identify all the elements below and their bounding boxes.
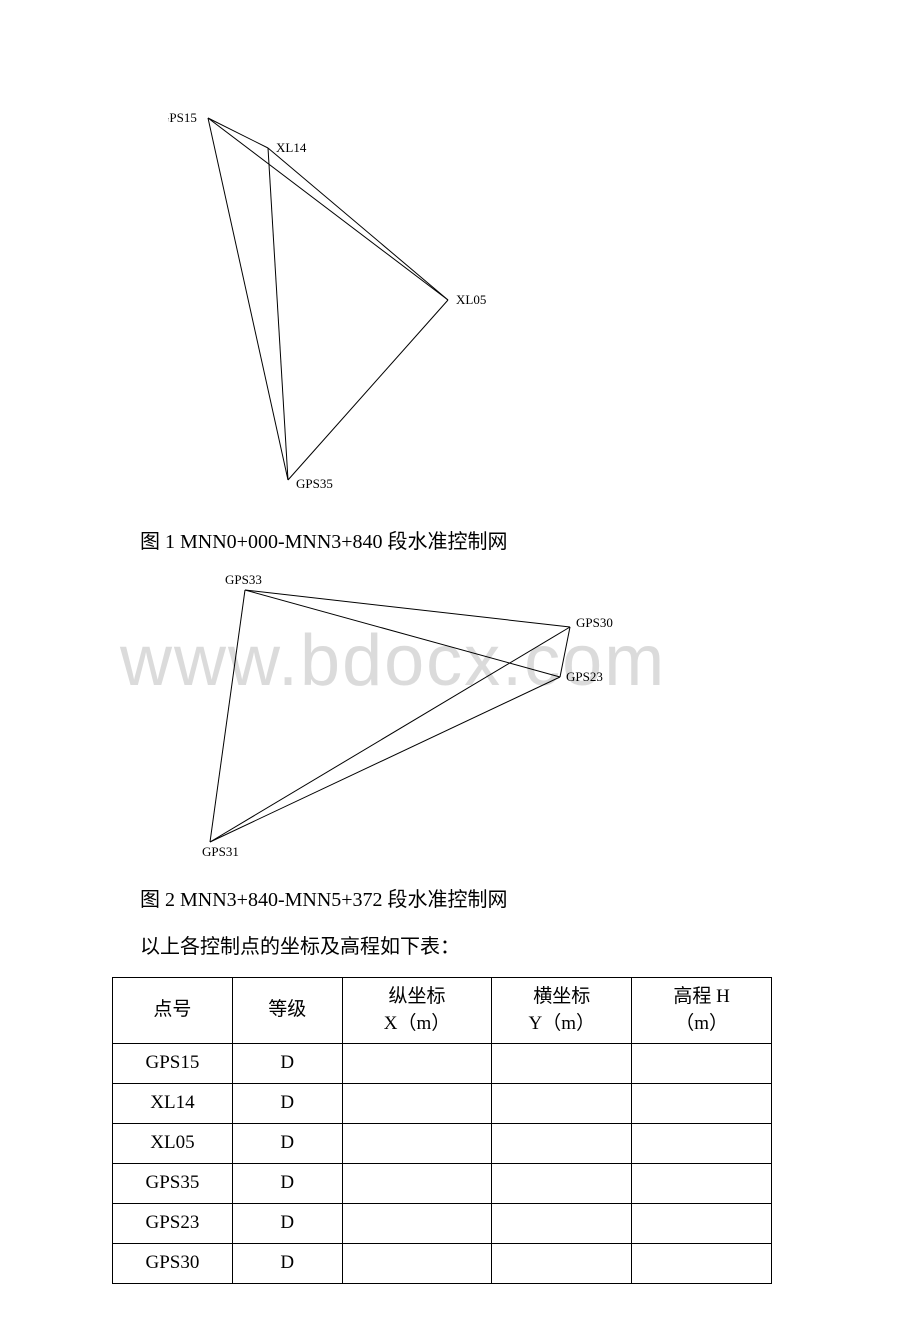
- table-cell: [632, 1084, 772, 1124]
- svg-text:GPS31: GPS31: [202, 844, 239, 859]
- table-cell: D: [232, 1124, 342, 1164]
- col-x: 纵坐标 X（m）: [342, 978, 492, 1044]
- table-cell: [342, 1084, 492, 1124]
- table-cell: D: [232, 1244, 342, 1284]
- col-h: 高程 H （m）: [632, 978, 772, 1044]
- table-cell: D: [232, 1044, 342, 1084]
- table-cell: [632, 1164, 772, 1204]
- control-points-table: 点号 等级 纵坐标 X（m） 横坐标 Y（m） 高程 H （m） GPS15DX…: [112, 977, 772, 1284]
- table-cell: D: [232, 1204, 342, 1244]
- table-cell: [342, 1124, 492, 1164]
- table-cell: [342, 1164, 492, 1204]
- network-diagram-1: GPS15 XL14 XL05 GPS35: [168, 100, 508, 500]
- table-header-row: 点号 等级 纵坐标 X（m） 横坐标 Y（m） 高程 H （m）: [113, 978, 772, 1044]
- table-cell: D: [232, 1164, 342, 1204]
- table-cell: GPS23: [113, 1204, 233, 1244]
- table-cell: [632, 1124, 772, 1164]
- table-cell: [492, 1244, 632, 1284]
- col-y: 横坐标 Y（m）: [492, 978, 632, 1044]
- table-cell: D: [232, 1084, 342, 1124]
- table-cell: [492, 1084, 632, 1124]
- table-cell: XL14: [113, 1084, 233, 1124]
- caption-2: 图 2 MNN3+840-MNN5+372 段水准控制网: [140, 883, 820, 912]
- svg-text:GPS33: GPS33: [225, 572, 262, 587]
- table-intro-text: 以上各控制点的坐标及高程如下表：: [140, 930, 820, 959]
- svg-text:GPS23: GPS23: [566, 669, 603, 684]
- table-row: GPS35D: [113, 1164, 772, 1204]
- diagram-1: GPS15 XL14 XL05 GPS35: [168, 100, 820, 505]
- table-cell: [492, 1204, 632, 1244]
- table-row: GPS15D: [113, 1044, 772, 1084]
- svg-text:GPS30: GPS30: [576, 615, 613, 630]
- table-row: GPS30D: [113, 1244, 772, 1284]
- table-cell: [342, 1044, 492, 1084]
- table-cell: [342, 1204, 492, 1244]
- table-cell: [492, 1164, 632, 1204]
- table-row: XL05D: [113, 1124, 772, 1164]
- svg-text:XL14: XL14: [276, 140, 307, 155]
- table-cell: GPS35: [113, 1164, 233, 1204]
- svg-text:GPS15: GPS15: [168, 110, 197, 125]
- table-cell: [342, 1244, 492, 1284]
- col-point-id: 点号: [113, 978, 233, 1044]
- svg-text:GPS35: GPS35: [296, 476, 333, 491]
- table-cell: [632, 1204, 772, 1244]
- caption-1: 图 1 MNN0+000-MNN3+840 段水准控制网: [140, 525, 820, 554]
- diagram-2: GPS33 GPS30 GPS23 GPS31: [190, 572, 820, 869]
- col-grade: 等级: [232, 978, 342, 1044]
- table-cell: [632, 1044, 772, 1084]
- table-cell: [632, 1244, 772, 1284]
- table-cell: GPS15: [113, 1044, 233, 1084]
- table-cell: XL05: [113, 1124, 233, 1164]
- network-diagram-2: GPS33 GPS30 GPS23 GPS31: [190, 572, 630, 864]
- table-cell: [492, 1044, 632, 1084]
- table-row: XL14D: [113, 1084, 772, 1124]
- table-cell: GPS30: [113, 1244, 233, 1284]
- svg-text:XL05: XL05: [456, 292, 486, 307]
- table-row: GPS23D: [113, 1204, 772, 1244]
- table-cell: [492, 1124, 632, 1164]
